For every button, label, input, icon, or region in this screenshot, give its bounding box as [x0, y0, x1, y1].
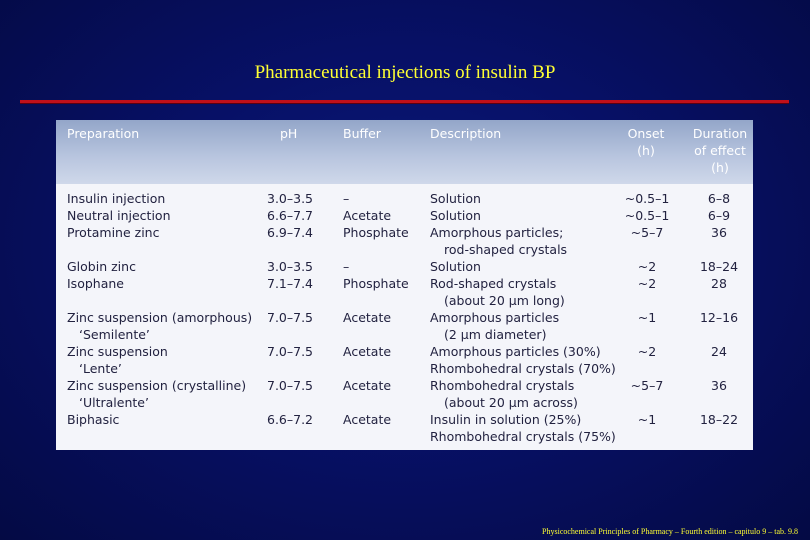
cell-duration: 6–9	[707, 208, 731, 223]
cell-description: Solution	[430, 207, 481, 224]
title-divider	[20, 100, 789, 103]
cell-preparation: Isophane	[67, 275, 124, 292]
cell-buffer: –	[343, 259, 350, 274]
cell-buffer: Acetate	[343, 310, 392, 325]
slide-title: Pharmaceutical injections of insulin BP	[254, 62, 556, 83]
cell-ph: 7.1–7.4	[267, 276, 314, 291]
cell-preparation-line: ‘Lente’	[79, 361, 122, 376]
cell-description-line: Solution	[430, 191, 481, 206]
cell-description-line: (2 µm diameter)	[444, 327, 547, 342]
cell-preparation-line: ‘Semilente’	[79, 327, 150, 342]
header-duration: Duration of effect (h)	[690, 125, 750, 176]
cell-onset: ~5–7	[630, 225, 664, 240]
cell-buffer: Phosphate	[343, 225, 409, 240]
cell-preparation: Zinc suspension (crystalline) ‘Ultralente…	[67, 377, 246, 411]
cell-description: Solution	[430, 258, 481, 275]
cell-onset: ~0.5–1	[624, 191, 670, 206]
cell-preparation-line: Globin zinc	[67, 259, 136, 274]
insulin-table: Preparation pH Buffer Description Onset …	[56, 120, 753, 450]
cell-description-line: Rhombohedral crystals (70%)	[430, 361, 616, 376]
cell-onset: ~1	[637, 412, 657, 427]
cell-duration: 36	[711, 378, 727, 393]
cell-preparation-line: Zinc suspension (crystalline)	[67, 378, 247, 393]
cell-description-line: rod-shaped crystals	[444, 242, 568, 257]
cell-ph: 7.0–7.5	[267, 344, 314, 359]
cell-description: Amorphous particles (2 µm diameter)	[430, 309, 559, 343]
cell-ph: 3.0–3.5	[267, 259, 314, 274]
cell-duration: 18–24	[699, 259, 739, 274]
cell-buffer: –	[343, 191, 350, 206]
cell-ph: 3.0–3.5	[267, 191, 314, 206]
header-onset-line1: Onset	[627, 126, 665, 141]
header-ph: pH	[280, 126, 298, 141]
cell-description-line: (about 20 µm across)	[444, 395, 578, 410]
cell-description-line: Amorphous particles (30%)	[430, 344, 601, 359]
cell-preparation: Zinc suspension (amorphous) ‘Semilente’	[67, 309, 252, 343]
source-citation: Physicochemical Principles of Pharmacy –…	[542, 527, 798, 536]
cell-description-line: Solution	[430, 259, 481, 274]
cell-description-line: Rhombohedral crystals	[430, 378, 575, 393]
cell-preparation: Globin zinc	[67, 258, 136, 275]
cell-duration: 28	[711, 276, 727, 291]
cell-description: Amorphous particles; rod-shaped crystals	[430, 224, 567, 258]
cell-description-line: Amorphous particles;	[430, 225, 564, 240]
cell-preparation: Protamine zinc	[67, 224, 159, 241]
cell-preparation-line: Insulin injection	[67, 191, 166, 206]
cell-preparation-line: Neutral injection	[67, 208, 171, 223]
cell-description-line: (about 20 µm long)	[444, 293, 565, 308]
cell-onset: ~5–7	[630, 378, 664, 393]
cell-buffer: Acetate	[343, 344, 392, 359]
cell-preparation: Insulin injection	[67, 190, 165, 207]
cell-preparation-line: Zinc suspension (amorphous)	[67, 310, 253, 325]
cell-preparation-line: Protamine zinc	[67, 225, 160, 240]
cell-description: Solution	[430, 190, 481, 207]
cell-ph: 7.0–7.5	[267, 310, 314, 325]
cell-description: Insulin in solution (25%) Rhombohedral cr…	[430, 411, 616, 445]
cell-onset: ~2	[637, 259, 657, 274]
header-onset: Onset (h)	[624, 125, 668, 159]
cell-ph: 7.0–7.5	[267, 378, 314, 393]
cell-onset: ~0.5–1	[624, 208, 670, 223]
cell-description-line: Amorphous particles	[430, 310, 560, 325]
header-description: Description	[430, 126, 502, 141]
cell-preparation-line: ‘Ultralente’	[79, 395, 149, 410]
cell-description: Amorphous particles (30%) Rhombohedral cr…	[430, 343, 616, 377]
cell-duration: 36	[711, 225, 727, 240]
header-preparation: Preparation	[67, 126, 140, 141]
cell-preparation: Zinc suspension ‘Lente’	[67, 343, 168, 377]
cell-description: Rhombohedral crystals (about 20 µm across…	[430, 377, 578, 411]
cell-preparation-line: Zinc suspension	[67, 344, 168, 359]
cell-duration: 6–8	[707, 191, 731, 206]
cell-ph: 6.6–7.7	[267, 208, 314, 223]
cell-ph: 6.6–7.2	[267, 412, 314, 427]
header-buffer: Buffer	[343, 126, 381, 141]
cell-onset: ~1	[637, 310, 657, 325]
header-duration-line3: (h)	[711, 160, 729, 175]
table-header: Preparation pH Buffer Description Onset …	[56, 120, 753, 184]
cell-buffer: Acetate	[343, 208, 392, 223]
cell-buffer: Phosphate	[343, 276, 409, 291]
cell-onset: ~2	[637, 344, 657, 359]
cell-ph: 6.9–7.4	[267, 225, 314, 240]
cell-preparation: Neutral injection	[67, 207, 171, 224]
cell-preparation-line: Isophane	[67, 276, 124, 291]
cell-description-line: Rod-shaped crystals	[430, 276, 557, 291]
cell-buffer: Acetate	[343, 412, 392, 427]
cell-duration: 18–22	[699, 412, 739, 427]
cell-description-line: Insulin in solution (25%)	[430, 412, 582, 427]
cell-buffer: Acetate	[343, 378, 392, 393]
header-onset-line2: (h)	[637, 143, 655, 158]
cell-description: Rod-shaped crystals (about 20 µm long)	[430, 275, 565, 309]
cell-duration: 12–16	[699, 310, 739, 325]
header-duration-line2: of effect	[694, 143, 746, 158]
cell-preparation: Biphasic	[67, 411, 119, 428]
cell-description-line: Solution	[430, 208, 481, 223]
header-duration-line1: Duration	[692, 126, 748, 141]
cell-onset: ~2	[637, 276, 657, 291]
cell-duration: 24	[711, 344, 727, 359]
cell-preparation-line: Biphasic	[67, 412, 120, 427]
cell-description-line: Rhombohedral crystals (75%)	[430, 429, 616, 444]
